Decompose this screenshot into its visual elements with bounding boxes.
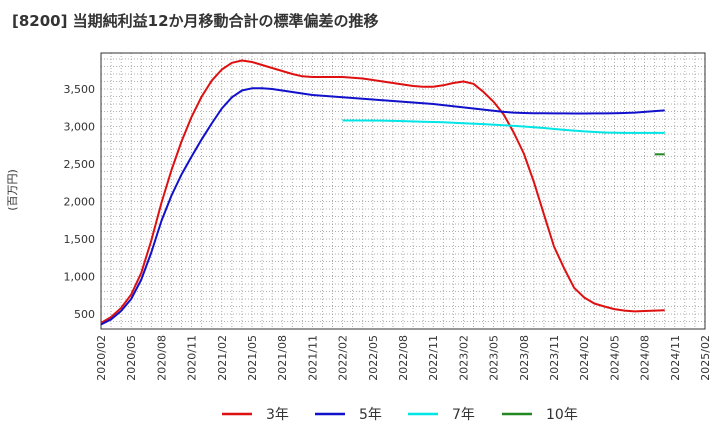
x-tick-label: 2020/11 — [186, 335, 199, 381]
x-tick-label: 2022/08 — [397, 335, 410, 381]
series-lines — [100, 59, 665, 326]
y-tick-label: 1,500 — [64, 233, 96, 246]
x-tick-label: 2022/02 — [337, 335, 350, 381]
x-tick-label: 2021/02 — [216, 335, 229, 381]
x-tick-label: 2023/11 — [548, 335, 561, 381]
y-tick-label: 3,000 — [64, 121, 96, 134]
x-tick-label: 2024/08 — [639, 335, 652, 381]
x-tick-label: 2024/11 — [669, 335, 682, 381]
x-tick-label: 2024/02 — [578, 335, 591, 381]
legend-label: 10年 — [546, 407, 578, 423]
x-tick-label: 2023/05 — [488, 335, 501, 381]
x-tick-label: 2025/02 — [699, 335, 712, 381]
x-tick-label: 2020/02 — [95, 335, 108, 381]
x-tick-label: 2022/05 — [367, 335, 380, 381]
y-tick-label: 2,500 — [64, 158, 96, 171]
legend-label: 3年 — [266, 407, 289, 423]
legend: 3年 5年 7年 10年 — [222, 407, 578, 423]
legend-label: 7年 — [452, 407, 475, 423]
x-tick-label: 2023/08 — [518, 335, 531, 381]
legend-label: 5年 — [359, 407, 382, 423]
x-tick-label: 2022/11 — [427, 335, 440, 381]
y-tick-label: 500 — [74, 308, 95, 321]
x-tick-label: 2020/08 — [155, 335, 168, 381]
grid-lines — [101, 53, 705, 329]
x-tick-label: 2023/02 — [457, 335, 470, 381]
chart-title: [8200] 当期純利益12か月移動合計の標準偏差の推移 — [12, 12, 379, 30]
plot-border — [100, 52, 706, 330]
x-tick-label: 2020/05 — [125, 335, 138, 381]
x-tick-label: 2021/08 — [276, 335, 289, 381]
series-line-1 — [100, 59, 665, 324]
y-axis-label: (百万円) — [6, 169, 19, 211]
x-tick-label: 2021/11 — [306, 335, 319, 381]
y-tick-label: 1,000 — [64, 271, 96, 284]
axes: 500 1,000 1,500 2,000 2,500 3,000 3,500 2020/02… — [64, 52, 712, 381]
series-line-2 — [100, 87, 665, 326]
x-tick-label: 2021/05 — [246, 335, 259, 381]
y-tick-label: 3,500 — [64, 83, 96, 96]
y-tick-label: 2,000 — [64, 196, 96, 209]
series-line-3 — [342, 119, 665, 134]
x-tick-label: 2024/05 — [608, 335, 621, 381]
